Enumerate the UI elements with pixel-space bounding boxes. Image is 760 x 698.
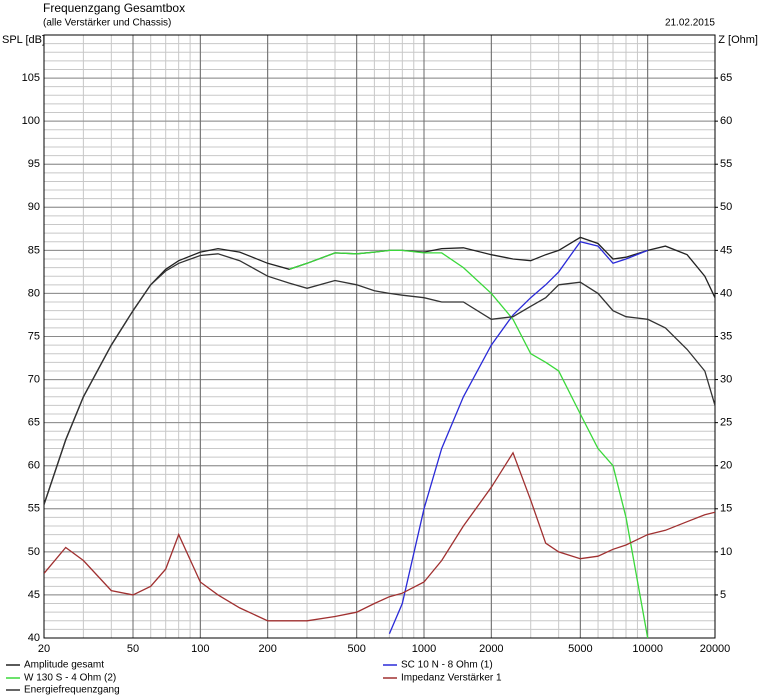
legend-label: W 130 S - 4 Ohm (2) (24, 673, 116, 684)
chart-subtitle: (alle Verstärker und Chassis) (43, 18, 171, 29)
series-line (388, 240, 648, 634)
legend-label: Amplitude gesamt (24, 660, 104, 671)
y-tick-label: 65 (28, 417, 40, 429)
series-line (44, 253, 715, 505)
y-tick-label: 45 (28, 589, 40, 601)
y-tick-label: 40 (28, 632, 40, 644)
y2-tick-label: 5 (720, 589, 726, 601)
legend-label: Energiefrequenzgang (24, 685, 120, 696)
y-tick-label: 90 (28, 201, 40, 213)
chart-title: Frequenzgang Gesamtbox (43, 1, 185, 15)
plot-frame (43, 34, 716, 639)
x-tick-label: 100 (191, 643, 209, 655)
y-tick-label: 105 (22, 72, 40, 84)
x-tick-label: 20 (38, 643, 50, 655)
series-line (44, 451, 715, 622)
y2-tick-label: 40 (720, 287, 732, 299)
x-tick-label: 500 (347, 643, 365, 655)
y-tick-label: 70 (28, 373, 40, 385)
y-tick-label: 50 (28, 546, 40, 558)
y2-tick-label: 35 (720, 330, 732, 342)
x-tick-label: 10000 (632, 643, 663, 655)
x-tick-label: 200 (258, 643, 276, 655)
x-tick-label: 1000 (412, 643, 436, 655)
legend-label: SC 10 N - 8 Ohm (1) (401, 660, 493, 671)
x-tick-label: 20000 (700, 643, 731, 655)
y2-tick-label: 25 (720, 417, 732, 429)
x-tick-label: 50 (127, 643, 139, 655)
y2-axis-label: Z [Ohm] (718, 34, 758, 46)
y2-tick-label: 20 (720, 460, 732, 472)
y2-tick-label: 10 (720, 546, 732, 558)
y2-tick-label: 50 (720, 201, 732, 213)
x-tick-label: 2000 (479, 643, 503, 655)
legend-label: Impedanz Verstärker 1 (401, 673, 502, 684)
y-tick-label: 55 (28, 503, 40, 515)
y-tick-label: 75 (28, 330, 40, 342)
series-line (289, 249, 649, 638)
chart-date: 21.02.2015 (665, 18, 715, 29)
y-tick-label: 80 (28, 287, 40, 299)
y2-tick-label: 60 (720, 115, 732, 127)
y2-tick-label: 15 (720, 503, 732, 515)
y2-tick-label: 65 (720, 72, 732, 84)
y-axis-label: SPL [dB] (2, 34, 45, 46)
x-tick-label: 5000 (568, 643, 592, 655)
y-tick-label: 85 (28, 244, 40, 256)
y-tick-label: 60 (28, 460, 40, 472)
y-tick-label: 100 (22, 115, 40, 127)
y-tick-label: 95 (28, 158, 40, 170)
y2-tick-label: 55 (720, 158, 732, 170)
y2-tick-label: 45 (720, 244, 732, 256)
y2-tick-label: 30 (720, 373, 732, 385)
